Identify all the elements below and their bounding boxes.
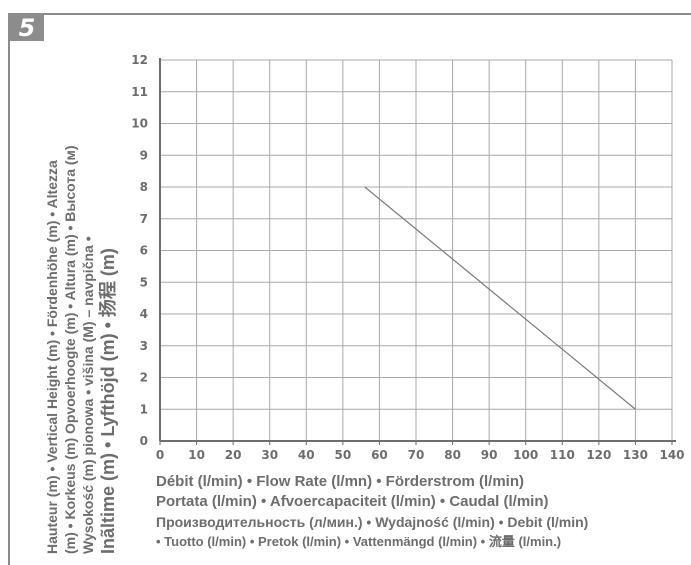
chart-axes	[159, 58, 676, 445]
x-tick-label: 110	[550, 448, 575, 462]
y-tick-label: 4	[140, 307, 148, 321]
y-tick-label: 5	[140, 275, 148, 289]
x-tick-label: 20	[225, 448, 242, 462]
x-tick-label: 0	[156, 448, 164, 462]
x-tick-label: 60	[371, 448, 388, 462]
chart-series	[364, 186, 636, 410]
y-tick-label: 6	[140, 244, 148, 258]
y-tick-label: 8	[140, 180, 148, 194]
x-axis-label: Débit (l/min) • Flow Rate (l/mn) • Förde…	[156, 472, 686, 552]
figure-number-badge: 5	[10, 15, 44, 41]
y-tick-label: 3	[140, 339, 148, 353]
x-axis-label-line-4: • Tuotto (l/min) • Pretok (l/min) • Vatt…	[156, 534, 562, 549]
x-tick-label: 40	[298, 448, 315, 462]
x-axis-label-line-1: Débit (l/min) • Flow Rate (l/mn) • Förde…	[156, 473, 525, 490]
x-tick-label: 80	[444, 448, 461, 462]
x-axis-label-line-3: Производительность (л/мин.) • Wydajność …	[156, 514, 589, 530]
y-tick-label: 7	[140, 212, 148, 226]
x-tick-label: 130	[623, 448, 648, 462]
y-tick-label: 9	[140, 148, 148, 162]
x-tick-label: 100	[513, 448, 538, 462]
left-rule	[8, 13, 10, 565]
y-tick-label: 0	[140, 434, 148, 448]
y-tick-label: 11	[131, 85, 148, 99]
top-rule	[8, 13, 691, 15]
x-axis-label-line-2: Portata (l/min) • Afvoercapaciteit (l/mi…	[156, 493, 549, 510]
x-tick-label: 140	[659, 448, 684, 462]
y-tick-label: 12	[131, 53, 148, 67]
x-tick-labels: 0 10 20 30 40 50 60 70 80 90 100 110 120 130 140	[156, 448, 685, 462]
x-tick-label: 70	[408, 448, 425, 462]
chart-grid	[160, 59, 673, 441]
series-line	[364, 186, 636, 410]
y-tick-label: 10	[131, 117, 148, 131]
x-tick-label: 50	[335, 448, 352, 462]
x-tick-label: 90	[481, 448, 498, 462]
x-tick-label: 10	[188, 448, 205, 462]
x-tick-label: 30	[261, 448, 278, 462]
y-tick-label: 1	[140, 402, 148, 416]
x-tick-label: 120	[586, 448, 611, 462]
y-tick-label: 2	[140, 371, 148, 385]
